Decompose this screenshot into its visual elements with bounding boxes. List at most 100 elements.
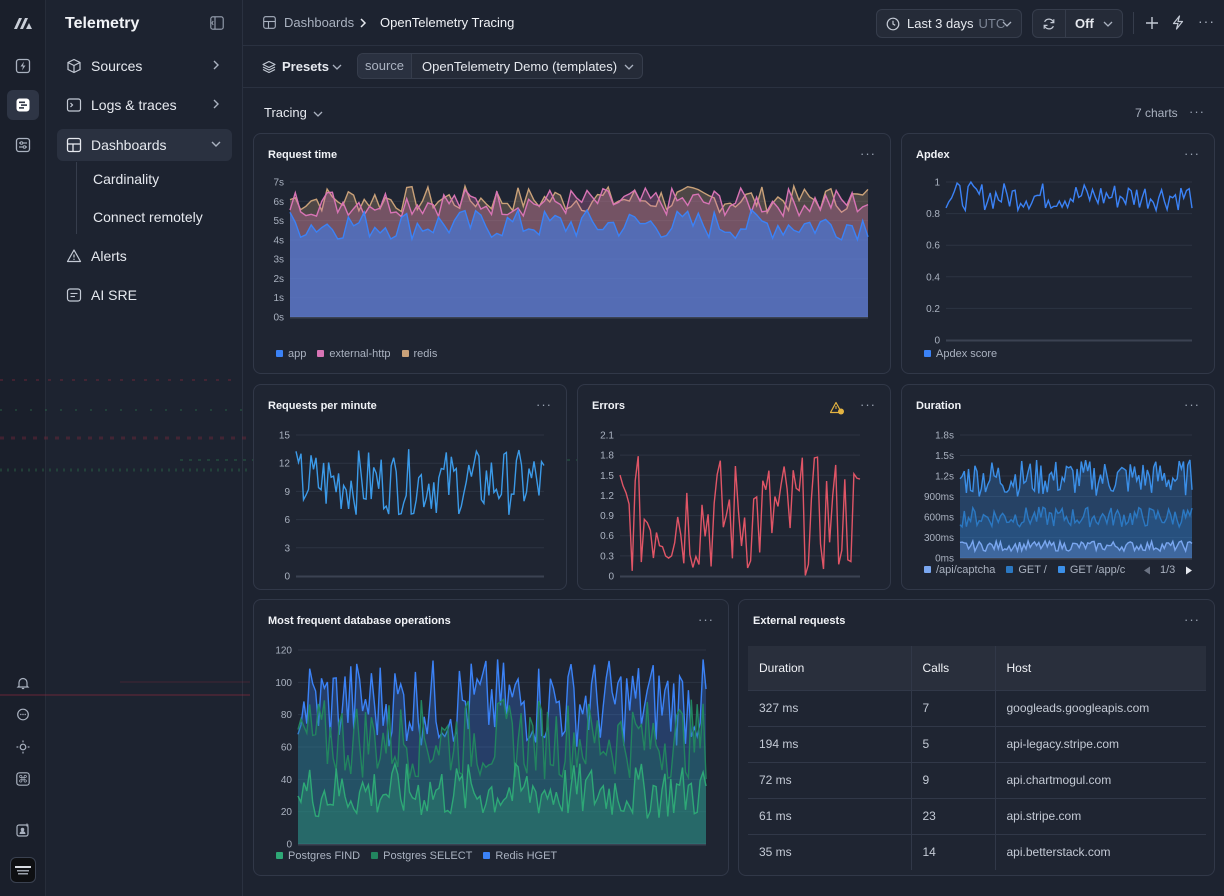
legend-label: GET / [1018,564,1047,576]
legend-item[interactable]: Redis HGET [483,850,557,862]
legend-prev-icon[interactable] [1143,566,1151,575]
sidebar-subitem-connect-remotely[interactable]: Connect remotely [93,209,203,225]
request-time-plot[interactable]: 0s 1s 2s 3s 4s 5s 6s 7s [254,170,890,354]
table-title: External requests [753,615,846,627]
breadcrumb-root[interactable]: Dashboards [284,15,355,30]
table-row[interactable]: 327 ms 7 googleads.googleapis.com [748,689,1206,726]
y-tick-label: 900ms [924,492,954,503]
y-tick-label: 5s [273,216,284,227]
logo-icon[interactable] [11,11,35,35]
cell-calls: 7 [910,689,995,726]
y-tick-label: 100 [275,678,292,689]
refresh-control[interactable]: Off [1032,9,1123,38]
table-row[interactable]: 72 ms 9 api.chartmogul.com [748,761,1206,798]
more-icon[interactable]: ··· [1198,13,1215,29]
avatar[interactable] [10,857,36,883]
chart-card-requests-per-minute: Requests per minute ··· 0 3 6 9 12 15 [253,384,567,590]
more-icon[interactable]: ··· [1184,146,1200,161]
database-operations-plot[interactable]: 0 20 40 60 80 100 120 [254,636,728,851]
cell-host: googleads.googleapis.com [994,689,1206,726]
sidebar-item-label: Logs & traces [91,97,177,113]
column-header-calls[interactable]: Calls [910,646,995,690]
sidebar-item-ai-sre[interactable]: AI SRE [57,279,232,311]
sidebar-item-alerts[interactable]: Alerts [57,240,232,272]
legend-item[interactable]: Postgres SELECT [371,850,472,862]
legend-item[interactable]: /api/captcha [924,564,995,576]
series-line [289,207,869,242]
sidebar-item-logs[interactable]: Logs & traces [57,89,232,121]
legend-item[interactable]: redis [401,348,437,360]
table-row[interactable]: 194 ms 5 api-legacy.stripe.com [748,725,1206,762]
chevron-down-icon[interactable] [313,110,323,118]
sliders-icon[interactable] [11,133,35,157]
legend-swatch [276,852,283,859]
series-area [960,541,1192,558]
more-icon[interactable]: ··· [860,146,876,161]
y-tick-label: 15 [279,431,291,442]
cell-host: api-legacy.stripe.com [994,725,1206,762]
more-icon[interactable]: ··· [1184,397,1200,412]
telemetry-icon[interactable] [7,90,39,120]
refresh-button[interactable] [1033,10,1066,37]
more-icon[interactable]: ··· [860,397,876,412]
layers-icon [262,60,276,74]
y-tick-label: 0.9 [600,511,614,522]
sidebar-subitem-cardinality[interactable]: Cardinality [93,171,160,187]
command-icon[interactable]: ⌘ [11,767,35,791]
legend-swatch [483,852,491,859]
sun-icon[interactable] [11,735,35,759]
legend-item[interactable]: external-http [317,348,391,360]
bolt-icon[interactable] [1171,15,1185,30]
filter-bar: Presets source OpenTelemetry Demo (templ… [243,46,1224,88]
user-plus-icon[interactable] [11,818,35,842]
presets-button[interactable]: Presets [282,59,329,74]
table-row[interactable]: 35 ms 14 api.betterstack.com [748,833,1206,870]
more-icon[interactable]: ··· [1184,612,1200,627]
divider [1133,12,1134,34]
requests-per-minute-plot[interactable]: 0 3 6 9 12 15 [254,421,566,589]
legend-swatch [401,350,409,357]
sidebar: Telemetry Sources Logs & traces Dashboar… [46,0,243,896]
chart-legend: app external-http redis [276,348,437,360]
column-header-host[interactable]: Host [994,646,1206,690]
bell-icon[interactable] [11,671,35,695]
errors-plot[interactable]: 0 0.3 0.6 0.9 1.2 1.5 1.8 2.1 [578,421,890,589]
sidebar-item-dashboards[interactable]: Dashboards [57,129,232,161]
collapse-sidebar-icon[interactable] [210,16,226,32]
duration-plot[interactable]: 0ms 300ms 600ms 900ms 1.2s 1.5s 1.8s [902,421,1214,567]
legend-label: /api/captcha [936,564,996,576]
table-row[interactable]: 61 ms 23 api.stripe.com [748,797,1206,834]
chevron-right-icon [360,18,367,28]
legend-item[interactable]: Postgres FIND [276,850,360,862]
more-icon[interactable]: ··· [536,397,552,412]
comment-icon[interactable] [11,703,35,727]
apdex-plot[interactable]: 0 0.2 0.4 0.6 0.8 1 [902,170,1214,354]
source-selector[interactable]: source OpenTelemetry Demo (templates) [357,53,643,79]
series-line [295,449,545,516]
sidebar-item-sources[interactable]: Sources [57,50,232,82]
chevron-down-icon [624,64,634,70]
bolt-icon[interactable] [11,54,35,78]
chart-legend: Apdex score [924,348,997,360]
more-icon[interactable]: ··· [698,612,714,627]
legend-label: app [288,348,307,360]
section-more-icon[interactable]: ··· [1189,104,1205,119]
warning-icon [66,248,82,264]
legend-item[interactable]: GET / [1006,564,1047,576]
legend-item[interactable]: app [276,348,306,360]
timezone-label: UTC [978,16,1006,31]
alert-warning-icon[interactable] [830,401,845,415]
legend-next-icon[interactable] [1185,566,1193,575]
series-line [297,698,707,781]
add-icon[interactable] [1145,16,1159,30]
sidebar-item-label: AI SRE [91,287,137,303]
y-tick-label: 3s [273,255,284,266]
time-range-picker[interactable]: Last 3 days UTC [876,9,1022,38]
legend-item[interactable]: GET /app/c [1057,564,1125,576]
legend-swatch [924,566,931,573]
section-title[interactable]: Tracing [264,105,307,120]
column-header-duration[interactable]: Duration [748,646,911,690]
legend-item[interactable]: Apdex score [924,348,997,360]
svg-text:⌘: ⌘ [18,775,28,786]
y-tick-label: 6s [273,197,284,208]
